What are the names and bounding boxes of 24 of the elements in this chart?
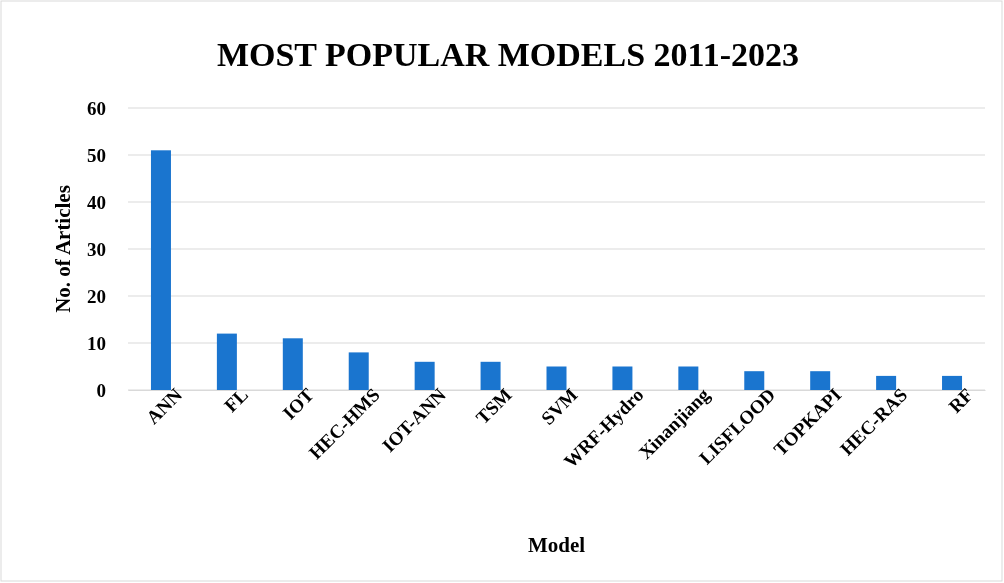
y-tick-label: 0 [96, 379, 106, 401]
bar [744, 371, 765, 390]
bar [942, 375, 963, 390]
y-tick-label: 60 [87, 97, 106, 119]
y-tick-label: 40 [87, 191, 106, 213]
y-axis-title: No. of Articles [51, 185, 75, 313]
x-axis-title: Model [527, 533, 586, 557]
bar [876, 375, 897, 390]
bar [216, 333, 237, 390]
bar [810, 371, 831, 390]
y-tick-label: 50 [87, 144, 106, 166]
x-tick-label: FL [219, 384, 252, 417]
y-tick-label: 10 [87, 332, 106, 354]
x-tick-label: RF [944, 384, 978, 417]
bar [678, 366, 699, 390]
chart-title: MOST POPULAR MODELS 2011-2023 [216, 36, 800, 73]
bar [480, 361, 501, 390]
y-tick-label: 30 [87, 238, 106, 260]
bar [612, 366, 633, 390]
bar [282, 338, 303, 390]
bar [348, 352, 369, 390]
bar [414, 361, 435, 390]
y-tick-label: 20 [87, 285, 106, 307]
bar [546, 366, 567, 390]
